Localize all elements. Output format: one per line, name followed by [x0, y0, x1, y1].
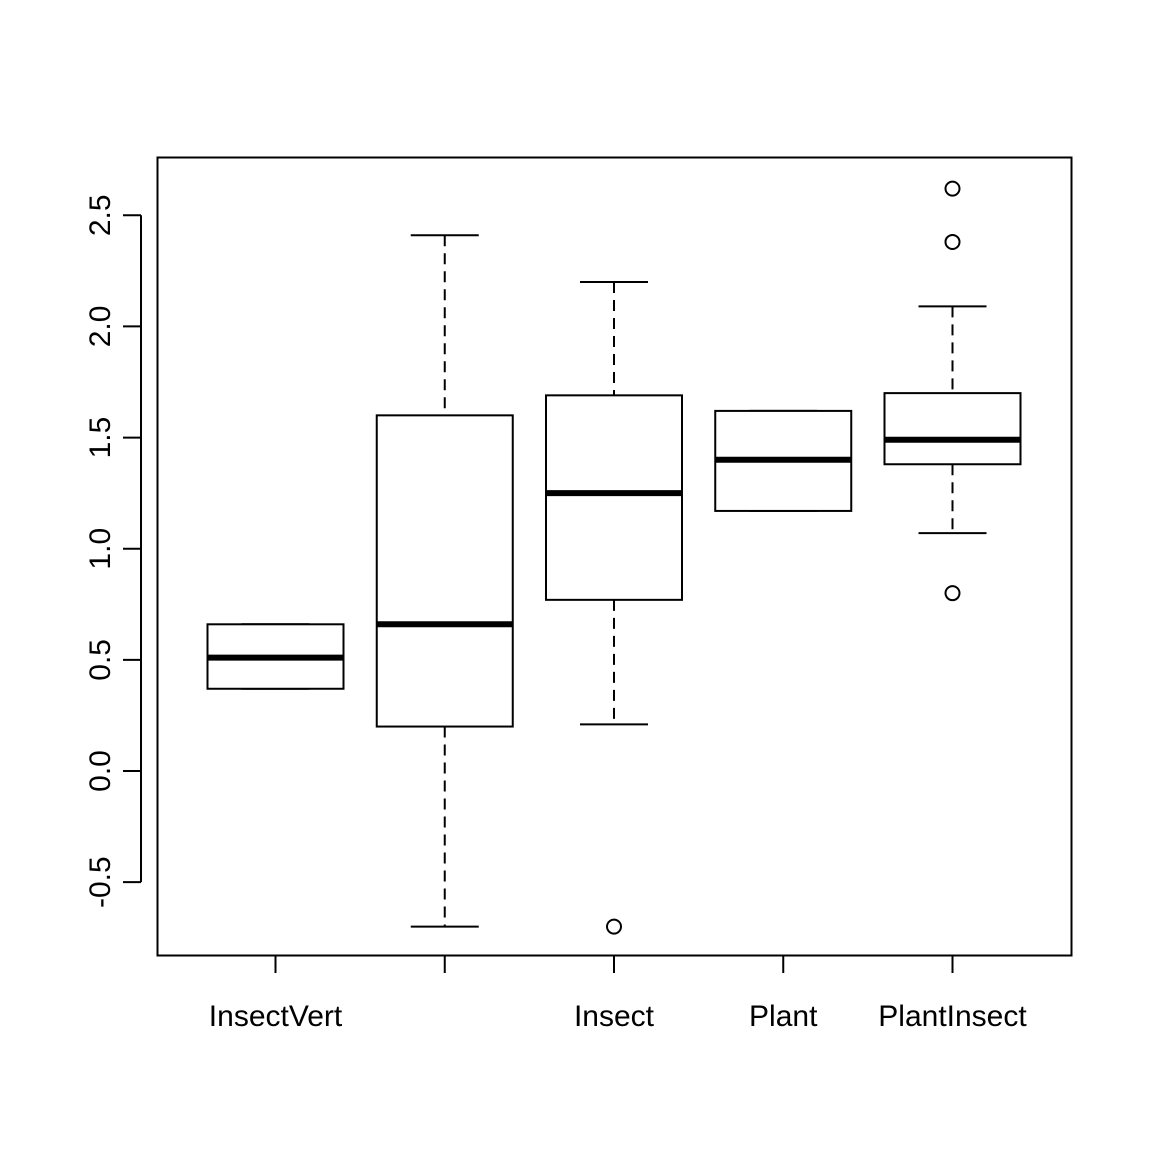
y-tick-label: 0.5: [84, 639, 117, 681]
box-group: [375, 234, 514, 928]
outlier-point: [944, 585, 961, 602]
y-tick-label: -0.5: [84, 856, 117, 908]
box-iqr: [545, 394, 683, 601]
y-axis: -0.5 0.0 0.5 1.0 1.5 2.0 2.5: [84, 194, 142, 908]
x-category-label: Insect: [574, 1000, 655, 1033]
y-tick-label: 2.5: [84, 194, 117, 236]
x-category-label: Plant: [749, 1000, 818, 1033]
y-tick-label: 1.5: [84, 417, 117, 459]
box-group: [714, 409, 853, 512]
box-iqr: [883, 392, 1022, 466]
outlier-point: [944, 233, 961, 250]
y-tick-label: 2.0: [84, 306, 117, 348]
box-group: [545, 280, 683, 935]
boxes-layer: [206, 180, 1022, 935]
y-tick-label: 1.0: [84, 528, 117, 570]
x-category-label: PlantInsect: [878, 1000, 1027, 1033]
plot-frame: [156, 156, 1073, 957]
box-group: [883, 180, 1022, 602]
outlier-point: [606, 918, 622, 935]
y-tick-label: 0.0: [84, 750, 117, 792]
box-group: [206, 623, 345, 690]
x-category-label: InsectVert: [209, 1000, 343, 1033]
box-iqr: [375, 414, 514, 728]
outlier-point: [944, 180, 961, 197]
